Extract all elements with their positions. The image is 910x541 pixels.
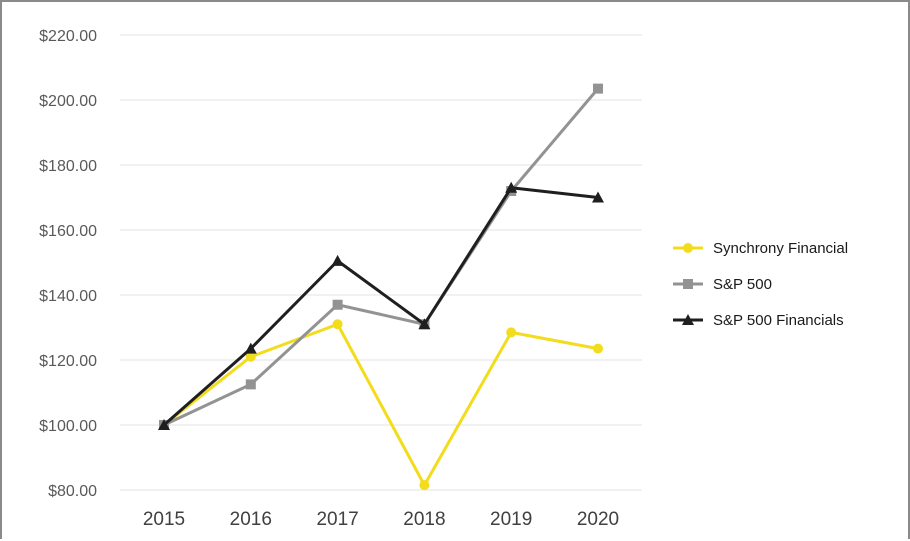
x-tick-label: 2018: [403, 509, 445, 530]
y-tick-label: $200.00: [39, 93, 97, 110]
legend-marker: [683, 279, 693, 289]
legend-item: S&P 500 Financials: [673, 312, 844, 329]
series-0: [159, 319, 603, 491]
y-tick-label: $100.00: [39, 418, 97, 435]
x-tick-label: 2015: [143, 509, 185, 530]
legend-label: S&P 500 Financials: [713, 312, 844, 329]
data-point: [418, 318, 431, 330]
series-line: [163, 186, 599, 427]
series-line: [163, 322, 599, 487]
data-point: [331, 254, 344, 266]
y-axis-tick-labels: $80.00 $100.00 $120.00 $140.00 $160.00 $180.0…: [39, 28, 97, 500]
legend-label: S&P 500: [713, 276, 772, 293]
data-point: [592, 191, 604, 203]
data-point: [245, 379, 256, 390]
data-point: [593, 83, 603, 94]
x-tick-label: 2017: [316, 509, 358, 530]
data-point: [593, 343, 603, 354]
y-tick-label: $220.00: [39, 28, 97, 45]
y-tick-label: $160.00: [39, 223, 97, 240]
series-line: [163, 87, 600, 427]
x-tick-label: 2019: [490, 509, 532, 530]
y-tick-label: $140.00: [39, 288, 97, 305]
data-point: [505, 181, 518, 193]
x-axis-tick-labels: 2015 2016 2017 2018 2019 2020: [143, 509, 619, 530]
data-point: [419, 480, 430, 491]
legend-marker: [683, 243, 693, 253]
legend-item: Synchrony Financial: [673, 240, 848, 257]
data-point: [506, 327, 517, 338]
data-point: [332, 319, 343, 330]
y-tick-label: $120.00: [39, 353, 97, 370]
series-2: [158, 181, 604, 430]
x-tick-label: 2020: [577, 509, 619, 530]
data-point: [332, 299, 343, 310]
legend-item: S&P 500: [673, 276, 772, 293]
gridlines: [120, 34, 642, 491]
x-tick-label: 2016: [230, 509, 272, 530]
data-point: [245, 351, 256, 362]
legend-marker: [682, 314, 694, 325]
data-point: [244, 342, 257, 354]
y-tick-label: $80.00: [48, 483, 97, 500]
y-tick-label: $180.00: [39, 158, 97, 175]
data-point: [158, 419, 170, 430]
legend: Synchrony Financial S&P 500 S&P 500 Financ…: [673, 240, 848, 329]
series-group: [158, 83, 604, 491]
legend-label: Synchrony Financial: [713, 240, 848, 257]
